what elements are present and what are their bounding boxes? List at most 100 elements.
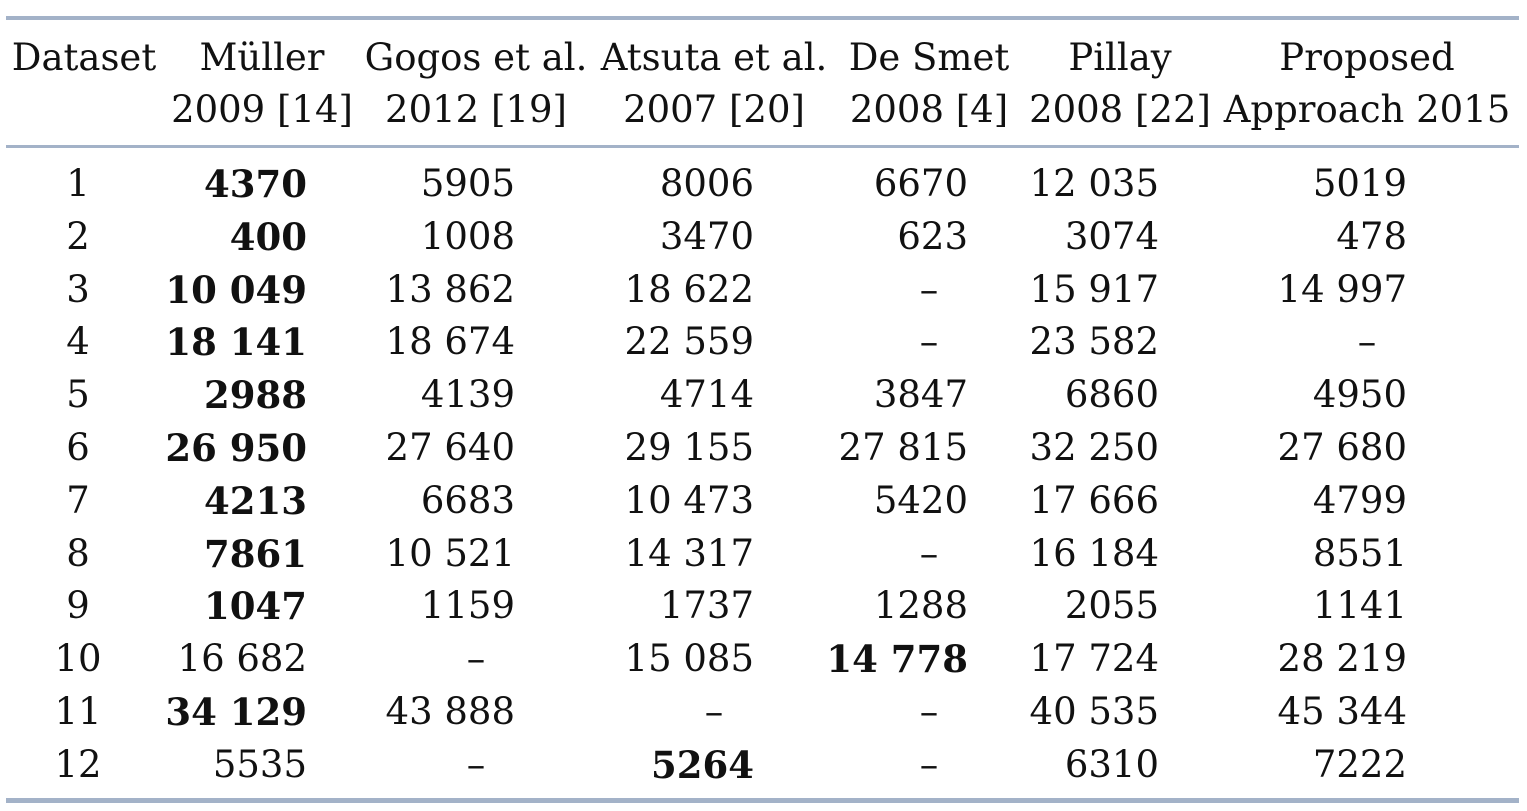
table-cell-pillay: 23 582 <box>1029 320 1159 364</box>
table-cell-desmet: – <box>919 690 939 733</box>
table-cell-muller: 4370 <box>204 162 307 206</box>
table-cell-atsuta: 15 085 <box>624 637 754 681</box>
column-header-pillay-line1: Pillay <box>1068 36 1172 79</box>
table-cell-desmet: 27 815 <box>838 426 968 469</box>
dataset-label: 8 <box>66 531 90 575</box>
column-header-desmet-line1: De Smet <box>848 36 1010 79</box>
table-cell-desmet: 1288 <box>873 584 968 628</box>
top-rule <box>6 16 1519 20</box>
table-cell-muller: 7861 <box>204 531 307 576</box>
table-cell-proposed: 478 <box>1336 214 1407 258</box>
table-cell-atsuta: 4714 <box>659 373 754 417</box>
table-cell-pillay: 12 035 <box>1029 162 1159 205</box>
table-cell-desmet: – <box>919 531 939 575</box>
table-cell-gogos: – <box>466 637 486 681</box>
table-cell-gogos: 10 521 <box>385 531 515 575</box>
table-cell-proposed: 5019 <box>1312 162 1407 205</box>
table-cell-proposed: 28 219 <box>1277 637 1407 681</box>
dataset-label: 3 <box>66 267 90 311</box>
table-cell-gogos: 6683 <box>420 478 515 522</box>
table-cell-atsuta: 22 559 <box>624 320 754 364</box>
table-cell-atsuta: 29 155 <box>624 426 754 469</box>
table-cell-pillay: 3074 <box>1064 214 1159 258</box>
dataset-label: 11 <box>54 690 102 733</box>
column-header-proposed: Proposed Approach 2015 <box>1224 32 1511 136</box>
dataset-label: 4 <box>66 320 90 364</box>
table-cell-proposed: 7222 <box>1312 742 1407 786</box>
table-cell-atsuta: 14 317 <box>624 531 754 575</box>
column-header-proposed-line2: Approach 2015 <box>1223 88 1511 131</box>
table-cell-desmet: 623 <box>897 214 968 258</box>
table-cell-proposed: 14 997 <box>1277 267 1407 311</box>
table-cell-atsuta: 5264 <box>651 742 754 787</box>
table-cell-desmet: – <box>919 320 939 364</box>
table-cell-atsuta: 3470 <box>659 214 754 258</box>
table-cell-desmet: 3847 <box>873 373 968 417</box>
column-header-atsuta-line1: Atsuta et al. <box>600 36 828 79</box>
table-cell-muller: 26 950 <box>165 426 307 470</box>
column-header-desmet: De Smet 2008 [4] <box>849 32 1010 136</box>
table-cell-muller: 400 <box>229 214 307 259</box>
column-header-muller-line1: Müller <box>199 36 325 79</box>
dataset-label: 1 <box>66 162 90 205</box>
column-header-pillay-line2: 2008 [22] <box>1029 88 1211 131</box>
table-cell-muller: 1047 <box>204 584 307 629</box>
dataset-label: 10 <box>54 637 102 681</box>
table-cell-gogos: 18 674 <box>385 320 515 364</box>
table-cell-proposed: – <box>1357 320 1377 364</box>
table-cell-atsuta: 8006 <box>659 162 754 205</box>
table-cell-desmet: 5420 <box>873 478 968 522</box>
column-header-pillay: Pillay 2008 [22] <box>1029 32 1211 136</box>
dataset-label: 5 <box>66 373 90 417</box>
table-cell-gogos: 43 888 <box>385 690 515 733</box>
table-cell-atsuta: 18 622 <box>624 267 754 311</box>
table-cell-proposed: 1141 <box>1312 584 1407 628</box>
table-cell-proposed: 4950 <box>1312 373 1407 417</box>
dataset-label: 12 <box>54 742 102 786</box>
table-cell-desmet: – <box>919 742 939 786</box>
table-cell-gogos: 27 640 <box>385 426 515 469</box>
column-header-proposed-line1: Proposed <box>1279 36 1455 79</box>
table-cell-proposed: 4799 <box>1312 478 1407 522</box>
table-cell-atsuta: – <box>704 690 724 733</box>
table-cell-proposed: 8551 <box>1312 531 1407 575</box>
table-cell-proposed: 27 680 <box>1277 426 1407 469</box>
dataset-label: 9 <box>66 584 90 628</box>
table-cell-desmet: 14 778 <box>826 637 968 682</box>
column-header-muller: Müller 2009 [14] <box>171 32 353 136</box>
table-cell-gogos: – <box>466 742 486 786</box>
table-cell-proposed: 45 344 <box>1277 690 1407 733</box>
column-header-gogos: Gogos et al. 2012 [19] <box>365 32 588 136</box>
table-cell-pillay: 6860 <box>1064 373 1159 417</box>
table-cell-gogos: 1008 <box>420 214 515 258</box>
table-cell-muller: 34 129 <box>165 690 307 734</box>
dataset-label: 6 <box>66 426 90 469</box>
table-cell-pillay: 40 535 <box>1029 690 1159 733</box>
table-cell-pillay: 15 917 <box>1029 267 1159 311</box>
table-cell-muller: 16 682 <box>177 637 307 681</box>
table-cell-pillay: 17 724 <box>1029 637 1159 681</box>
column-header-atsuta: Atsuta et al. 2007 [20] <box>601 32 828 136</box>
bottom-rule <box>6 798 1519 803</box>
column-header-muller-line2: 2009 [14] <box>171 88 353 131</box>
table-cell-desmet: 6670 <box>873 162 968 205</box>
header-rule <box>6 145 1519 148</box>
table-cell-pillay: 16 184 <box>1029 531 1159 575</box>
column-header-dataset: Dataset <box>12 32 156 84</box>
table-cell-muller: 18 141 <box>165 320 307 365</box>
table-cell-pillay: 6310 <box>1064 742 1159 786</box>
column-header-atsuta-line2: 2007 [20] <box>623 88 805 131</box>
column-header-gogos-line2: 2012 [19] <box>385 88 567 131</box>
table-cell-muller: 10 049 <box>165 267 307 312</box>
column-header-desmet-line2: 2008 [4] <box>849 88 1009 131</box>
dataset-label: 2 <box>66 214 90 258</box>
table-cell-pillay: 17 666 <box>1029 478 1159 522</box>
table-cell-atsuta: 1737 <box>659 584 754 628</box>
table-cell-atsuta: 10 473 <box>624 478 754 522</box>
table-cell-gogos: 5905 <box>420 162 515 205</box>
table-cell-muller: 5535 <box>212 742 307 786</box>
table-cell-muller: 2988 <box>204 373 307 418</box>
dataset-label: 7 <box>66 478 90 522</box>
column-header-dataset-line1: Dataset <box>11 36 157 79</box>
table-cell-gogos: 1159 <box>420 584 515 628</box>
